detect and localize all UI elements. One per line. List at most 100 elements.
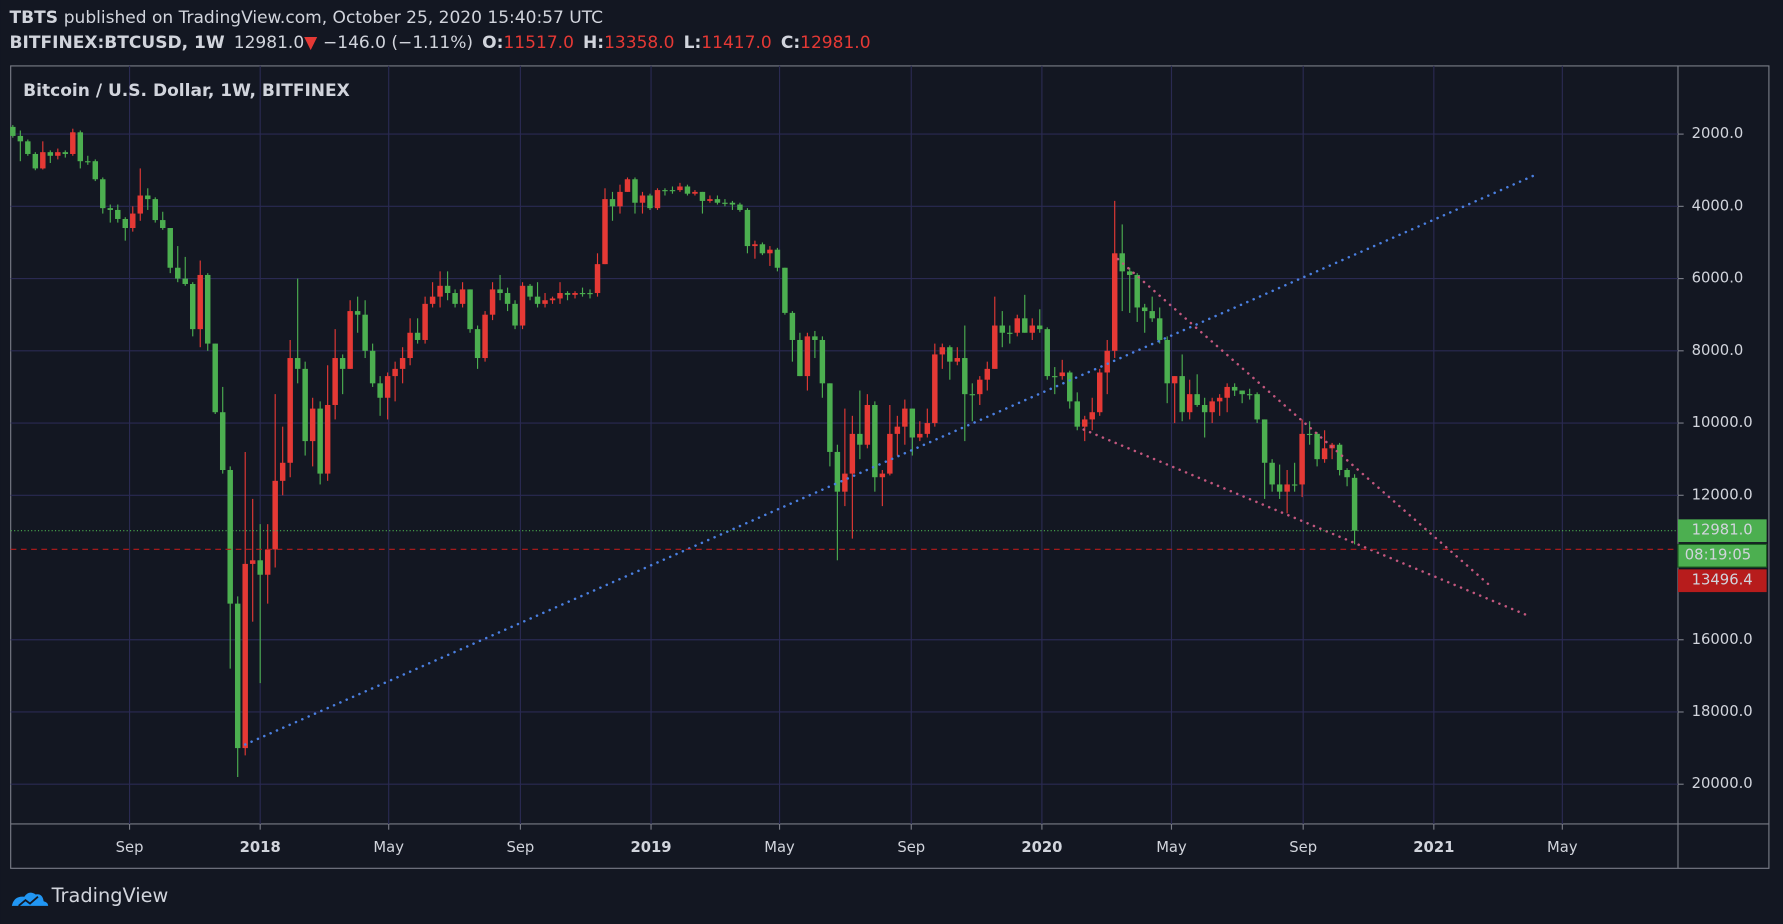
change: −146.0 (−1.11%) bbox=[323, 33, 473, 53]
candle-body bbox=[197, 274, 203, 330]
candle-body bbox=[1089, 412, 1095, 420]
candle-body bbox=[55, 152, 61, 156]
x-tick-label: Sep bbox=[897, 839, 925, 856]
candle-body bbox=[489, 289, 496, 315]
candle-body bbox=[1321, 448, 1328, 460]
candle-body bbox=[677, 186, 683, 191]
direction: ▼ bbox=[304, 33, 318, 53]
x-tick-label: May bbox=[1156, 839, 1187, 856]
candle-body bbox=[977, 379, 983, 395]
candle-body bbox=[924, 423, 931, 434]
candle-body bbox=[92, 161, 99, 180]
candle-body bbox=[1104, 350, 1110, 373]
candle-body bbox=[40, 152, 46, 169]
candle-body bbox=[699, 191, 706, 201]
candle-body bbox=[145, 195, 151, 200]
price-label: 13496.4 bbox=[1692, 572, 1753, 589]
x-tick-label: May bbox=[1547, 839, 1578, 856]
grid bbox=[10, 65, 1678, 824]
candle-body bbox=[190, 283, 196, 330]
candle-body bbox=[669, 190, 676, 192]
candle-body bbox=[639, 195, 646, 203]
candle-body bbox=[32, 153, 39, 169]
candle-body bbox=[797, 339, 803, 377]
candle-body bbox=[1029, 325, 1035, 333]
candle-body bbox=[1314, 433, 1320, 460]
candle-body bbox=[100, 179, 106, 209]
candle-body bbox=[115, 209, 121, 219]
candle-body bbox=[999, 325, 1006, 333]
candle-body bbox=[219, 412, 226, 470]
trend-line bbox=[243, 172, 1539, 746]
candle-body bbox=[47, 152, 54, 156]
candle-body bbox=[1134, 274, 1140, 308]
candle-body bbox=[242, 563, 248, 749]
brand: TradingView bbox=[51, 884, 169, 907]
ohlc-value: 13358.0 bbox=[604, 33, 674, 53]
candle-body bbox=[564, 293, 571, 295]
candle-body bbox=[887, 433, 893, 474]
candle-body bbox=[857, 433, 863, 445]
candle-body bbox=[1299, 433, 1305, 485]
candle-body bbox=[354, 311, 361, 315]
countdown: 08:19:05 bbox=[1685, 547, 1751, 564]
candle-body bbox=[339, 358, 346, 369]
x-tick-label: Sep bbox=[506, 839, 534, 856]
candle-body bbox=[692, 191, 698, 194]
candle-body bbox=[1351, 477, 1358, 531]
y-tick-label: 10000.0 bbox=[1692, 414, 1753, 431]
candle-body bbox=[662, 190, 668, 192]
x-tick-label: 2019 bbox=[630, 839, 671, 856]
candle-body bbox=[902, 408, 908, 427]
candle-body bbox=[130, 213, 136, 229]
candle-body bbox=[804, 336, 811, 377]
candle-body bbox=[1141, 307, 1148, 312]
candle-body bbox=[512, 303, 518, 326]
candle-body bbox=[152, 199, 158, 221]
candle-body bbox=[1209, 401, 1215, 413]
candle-body bbox=[62, 152, 69, 154]
candle-body bbox=[707, 199, 713, 201]
candle-body bbox=[122, 218, 128, 229]
candle-body bbox=[1194, 394, 1200, 405]
candle-body bbox=[812, 336, 818, 340]
candle-body bbox=[1306, 433, 1313, 436]
ohlc: O:11517.0 H:13358.0 L:11417.0 C:12981.0 bbox=[482, 33, 870, 53]
candle-body bbox=[1201, 404, 1208, 413]
candle-body bbox=[617, 191, 623, 207]
candle-body bbox=[954, 358, 961, 362]
candle-body bbox=[834, 451, 841, 492]
x-tick-label: May bbox=[764, 839, 795, 856]
candle-body bbox=[1344, 469, 1350, 478]
chart-title: Bitcoin / U.S. Dollar, 1W, BITFINEX bbox=[23, 81, 350, 101]
trend-line bbox=[1116, 257, 1491, 587]
candle-body bbox=[819, 339, 826, 384]
candle-body bbox=[369, 350, 376, 384]
y-tick-label: 4000.0 bbox=[1692, 197, 1744, 214]
candle-body bbox=[1224, 386, 1230, 398]
candle-body bbox=[534, 296, 541, 304]
candle-body bbox=[1246, 394, 1253, 396]
candle-body bbox=[1119, 253, 1125, 272]
candle-body bbox=[872, 404, 878, 478]
candle-body bbox=[227, 469, 233, 604]
candle-body bbox=[1164, 339, 1170, 384]
x-tick-label: Sep bbox=[116, 839, 144, 856]
candle-body bbox=[557, 293, 563, 299]
x-tick-label: 2020 bbox=[1021, 839, 1062, 856]
candle-body bbox=[107, 208, 114, 210]
candle-body bbox=[452, 293, 458, 304]
candle-body bbox=[579, 293, 586, 295]
candle-body bbox=[175, 267, 181, 279]
y-tick-label: 12000.0 bbox=[1692, 486, 1753, 503]
published: published on TradingView.com, October 25… bbox=[64, 8, 603, 28]
candle-body bbox=[879, 473, 886, 478]
candle-body bbox=[182, 278, 188, 284]
candle-body bbox=[632, 179, 638, 203]
candle-body bbox=[257, 560, 263, 575]
candle-body bbox=[70, 132, 76, 154]
candle-body bbox=[729, 202, 736, 205]
candle-body bbox=[1111, 253, 1118, 351]
